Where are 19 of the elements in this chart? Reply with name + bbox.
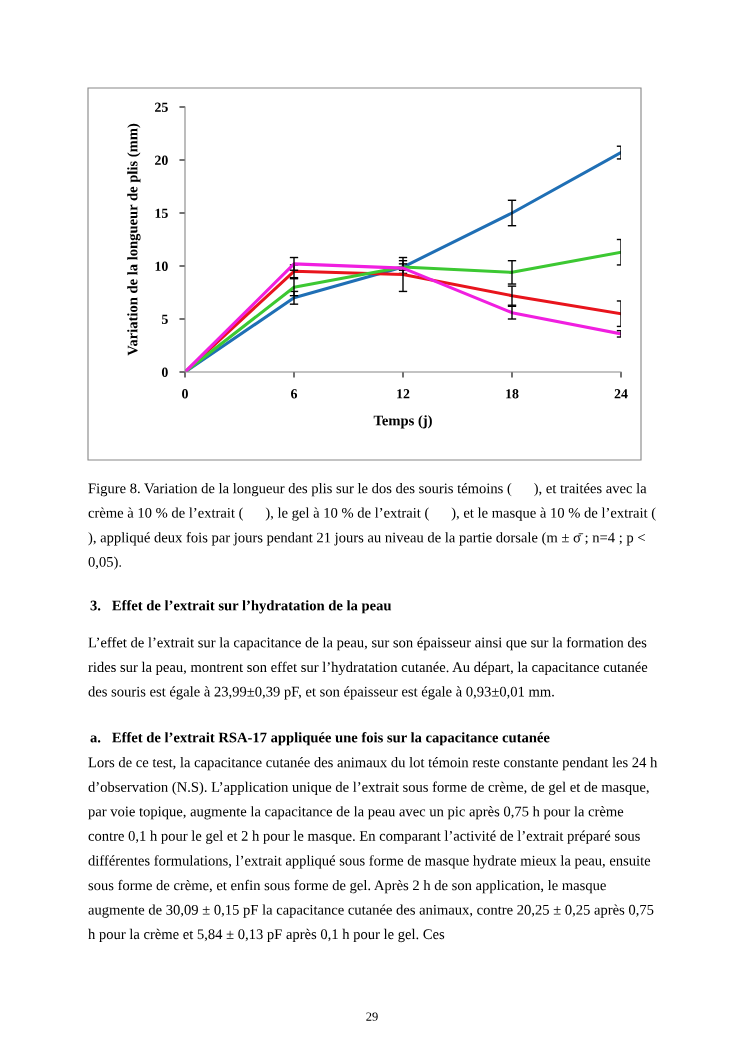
y-tick-label: 0 — [161, 367, 168, 377]
text: L’effet de l’extrait sur la capacitance de la peau, sur son épaisseur ainsi que sur la formation des rides sur la peau, montrent son effet sur l’hydratation cutanée. Au départ, la capacitance cutanée des souris est égale à 23,99±0,39 pF, et son épaisseur est égale à 0,93±0,01 mm. — [88, 637, 648, 700]
x-tick-label: 18 — [506, 389, 519, 399]
caption: Figure 8. Variation de la longueur des plis sur le dos des souris témoins ( ), et traitées avec la crème à 10 % de l’extrait ( ), le gel à 10 % de l’extrait ( ), et le masque à 10 % de l’extrait ( ), appliqué deux fois par jours pendant 21 jours au niveau de la partie dorsale (m ± σ̄ ; n=4 ; p < 0,05). — [88, 483, 656, 570]
x-axis-title: Temps (j) — [373, 415, 432, 429]
y-tick-label: 25 — [155, 102, 168, 112]
y-axis-title: Variation de la longueur de plis (mm) — [127, 123, 141, 356]
y-tick-label: 10 — [155, 261, 168, 271]
y-tick-label: 20 — [155, 155, 168, 165]
x-tick-label: 6 — [291, 389, 298, 399]
text: a. Effet de l’extrait RSA-17 appliquée une fois sur la capacitance cutanée — [90, 732, 550, 746]
y-tick-label: 15 — [155, 208, 168, 218]
text: 29 — [366, 1012, 378, 1021]
y-tick-label: 5 — [161, 314, 168, 324]
x-tick-label: 12 — [397, 389, 410, 399]
x-tick-label: 0 — [182, 389, 188, 399]
x-tick-label: 24 — [614, 389, 628, 399]
text: Lors de ce test, la capacitance cutanée des animaux du lot témoin reste constante pendant les 24 h d’observation (N.S). L’application unique de l’extrait sous forme de crème, de gel et de masque, par voie topique, augmente la capacitance de la peau avec un pic après 0,75 h pour la crème contre 0,1 h pour le gel et 2 h pour le masque. En comparant l’activité de l’extrait préparé sous différentes formulations, l’extrait appliqué sous forme de masque hydrate mieux la peau, ensuite sous forme de crème, et enfin sous forme de gel. Après 2 h de son application, le masque augmente de 30,09 ± 0,15 pF la capacitance cutanée des animaux, contre 20,25 ± 0,25 après 0,75 h pour la crème et 5,84 ± 0,13 pF après 0,1 h pour le gel. Ces — [88, 757, 658, 943]
text: 3. Effet de l’extrait sur l’hydratation de la peau — [90, 600, 392, 614]
